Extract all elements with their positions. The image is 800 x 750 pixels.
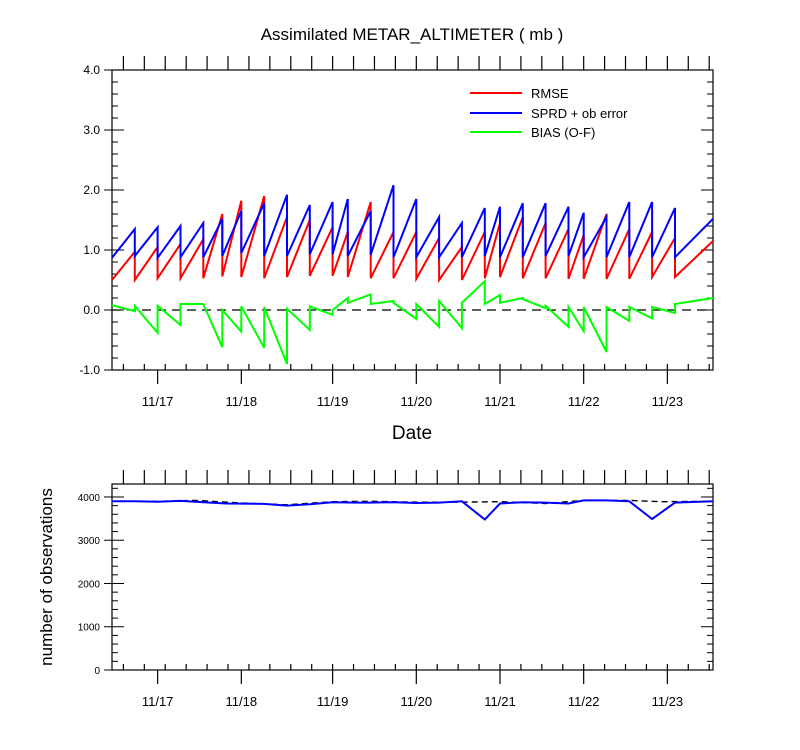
y-tick-label: 4.0	[83, 63, 100, 77]
bottom-plot-frame	[111, 483, 714, 671]
x-tick-label: 11/19	[317, 394, 349, 409]
legend-label: BIAS (O-F)	[531, 125, 595, 140]
bottom-series-group	[112, 499, 714, 521]
y-tick-label: 0	[94, 666, 100, 677]
assimilated-observations-line	[112, 499, 714, 521]
x-tick-label: 11/22	[568, 394, 600, 409]
top-y-tick-labels: -1.0 0.0 1.0 2.0 3.0 4.0	[79, 63, 100, 377]
top-series-group	[111, 184, 714, 365]
x-tick-label: 11/19	[317, 694, 349, 709]
y-tick-label: 3.0	[83, 123, 100, 137]
chart-title: Assimilated METAR_ALTIMETER ( mb )	[261, 25, 564, 44]
sprd-series-line	[111, 184, 714, 261]
top-tick-marks	[104, 56, 713, 384]
legend-item-rmse: RMSE	[470, 86, 569, 101]
y-tick-label: 1000	[78, 623, 101, 634]
top-x-tick-labels: 11/17 11/18 11/19 11/20 11/21 11/22 11/23	[142, 394, 683, 409]
legend-item-bias: BIAS (O-F)	[470, 125, 595, 140]
x-tick-label: 11/21	[484, 694, 516, 709]
x-tick-label: 11/23	[652, 394, 684, 409]
y-tick-label: 2000	[78, 579, 101, 590]
x-tick-label: 11/18	[226, 394, 258, 409]
y-tick-label: 2.0	[83, 183, 100, 197]
y-tick-label: 3000	[78, 536, 101, 547]
x-axis-label: Date	[392, 423, 432, 444]
legend-item-sprd: SPRD + ob error	[470, 106, 628, 121]
x-tick-label: 11/20	[401, 394, 433, 409]
x-tick-label: 11/18	[226, 694, 258, 709]
y-tick-label: 1.0	[83, 243, 100, 257]
x-tick-label: 11/20	[401, 694, 433, 709]
x-tick-label: 11/21	[484, 394, 516, 409]
legend-label: SPRD + ob error	[531, 106, 628, 121]
bias-series-line	[111, 278, 714, 365]
legend: RMSE SPRD + ob error BIAS (O-F)	[470, 86, 628, 140]
y-tick-label: 4000	[78, 493, 101, 504]
x-tick-label: 11/22	[568, 694, 600, 709]
bottom-tick-marks	[104, 470, 713, 684]
y-tick-label: -1.0	[79, 363, 100, 377]
y-axis-label-observations: number of observations	[37, 488, 56, 666]
y-tick-label: 0.0	[83, 303, 100, 317]
x-tick-label: 11/17	[142, 394, 174, 409]
x-tick-label: 11/23	[652, 694, 684, 709]
bottom-y-tick-labels: 0 1000 2000 3000 4000	[78, 493, 101, 677]
top-plot-panel: -1.0 0.0 1.0 2.0 3.0 4.0 11/17 11/18 11/19 11/20…	[79, 56, 714, 409]
bottom-x-tick-labels: 11/17 11/18 11/19 11/20 11/21 11/22 11/23	[142, 694, 683, 709]
legend-label: RMSE	[531, 86, 569, 101]
x-tick-label: 11/17	[142, 694, 174, 709]
